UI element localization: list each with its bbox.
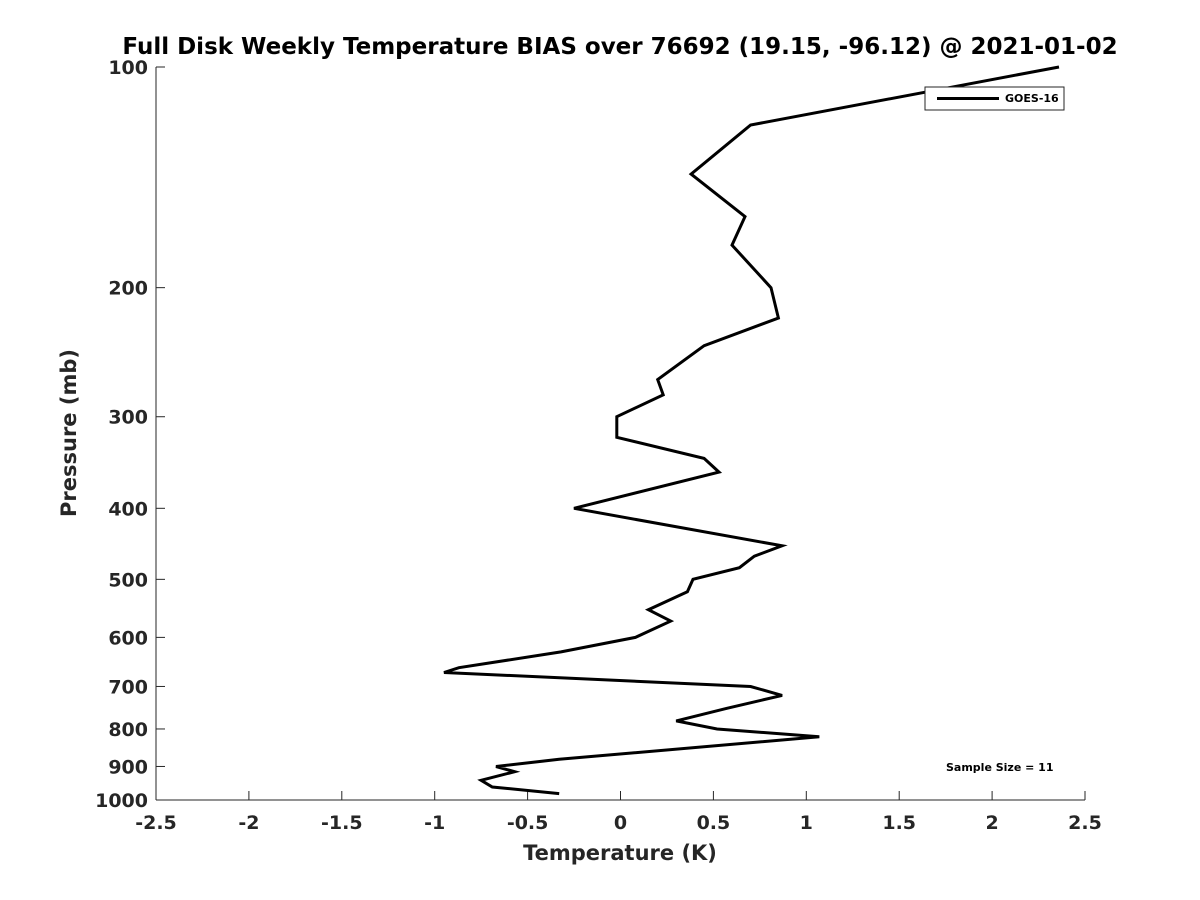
y-tick-label: 900 bbox=[108, 756, 148, 778]
x-tick-label: 2 bbox=[985, 812, 998, 834]
y-tick-label: 400 bbox=[108, 498, 148, 520]
x-tick-label: 1 bbox=[800, 812, 813, 834]
x-tick-label: 2.5 bbox=[1068, 812, 1102, 834]
plot-area bbox=[156, 67, 1085, 800]
y-tick-label: 800 bbox=[108, 719, 148, 741]
y-ticks: 100 200 300 400 500 600 700 800 900 1000 bbox=[95, 57, 165, 812]
x-tick-label: -2 bbox=[238, 812, 259, 834]
x-ticks: -2.5 -2 -1.5 -1 -0.5 0 0.5 1 1.5 2 2.5 bbox=[135, 791, 1102, 834]
x-tick-label: 0 bbox=[614, 812, 627, 834]
legend-label: GOES-16 bbox=[1005, 92, 1059, 105]
x-tick-label: -2.5 bbox=[135, 812, 177, 834]
y-tick-label: 700 bbox=[108, 676, 148, 698]
y-axis-label: Pressure (mb) bbox=[57, 349, 81, 517]
y-tick-label: 500 bbox=[108, 569, 148, 591]
y-tick-label: 1000 bbox=[95, 790, 148, 812]
y-tick-label: 200 bbox=[108, 278, 148, 300]
sample-size-annotation: Sample Size = 11 bbox=[946, 761, 1053, 774]
chart-title: Full Disk Weekly Temperature BIAS over 7… bbox=[122, 34, 1117, 60]
x-tick-label: -0.5 bbox=[507, 812, 549, 834]
y-tick-label: 300 bbox=[108, 407, 148, 429]
x-tick-label: 1.5 bbox=[882, 812, 916, 834]
x-tick-label: -1.5 bbox=[321, 812, 363, 834]
y-tick-label: 600 bbox=[108, 627, 148, 649]
x-tick-label: -1 bbox=[424, 812, 445, 834]
y-tick-label: 100 bbox=[108, 57, 148, 79]
x-axis-label: Temperature (K) bbox=[523, 841, 717, 865]
x-tick-label: 0.5 bbox=[697, 812, 731, 834]
series-line-goes-16 bbox=[443, 65, 1060, 796]
legend: GOES-16 bbox=[924, 86, 1065, 111]
